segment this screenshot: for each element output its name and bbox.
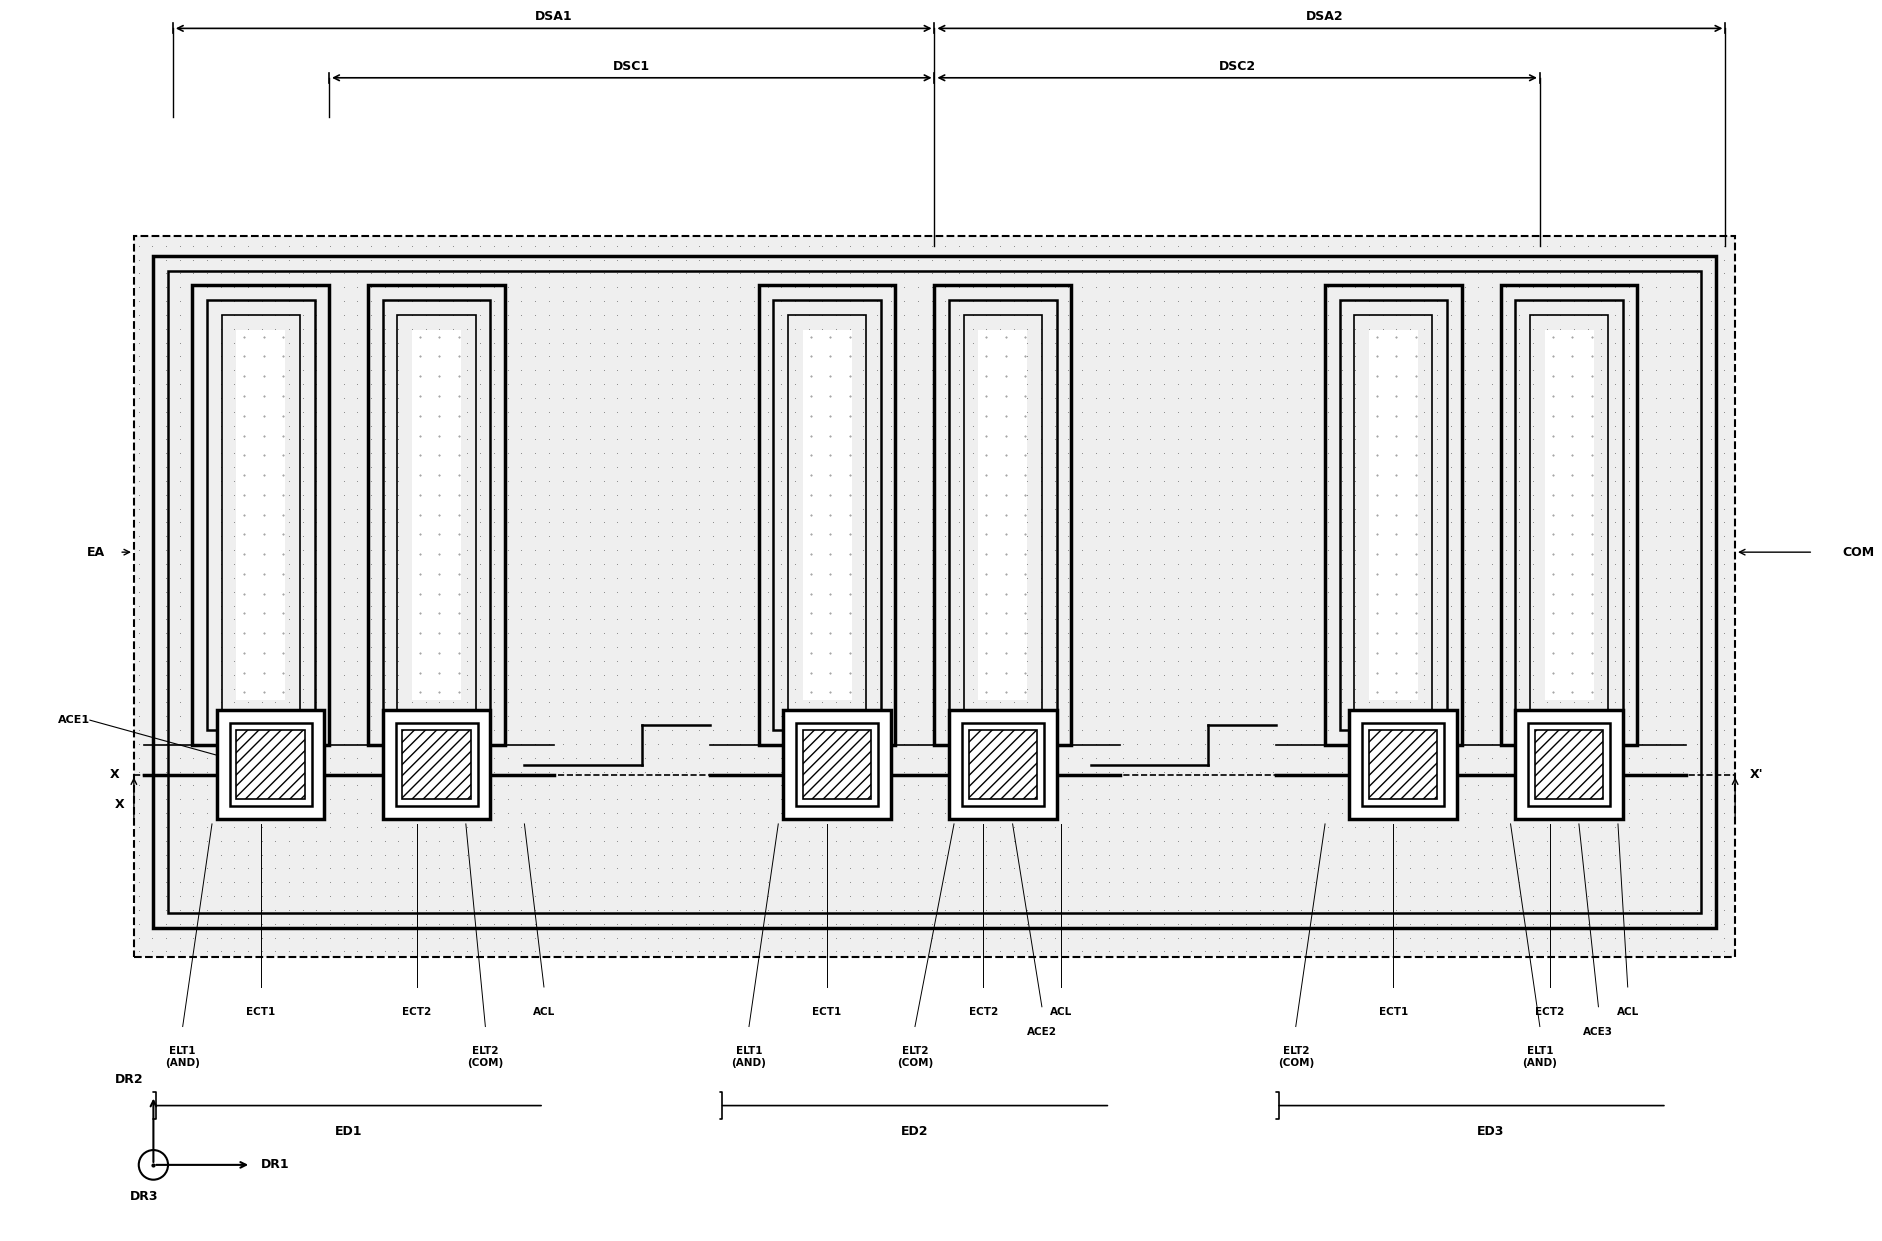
- Bar: [1340, 300, 1447, 730]
- Text: DR2: DR2: [115, 1072, 143, 1086]
- Bar: [783, 710, 890, 819]
- Bar: [134, 236, 1735, 957]
- Bar: [382, 710, 489, 819]
- Bar: [1368, 330, 1417, 700]
- Bar: [796, 724, 877, 807]
- Text: COM: COM: [1842, 546, 1874, 558]
- Text: DR1: DR1: [262, 1158, 290, 1172]
- Bar: [1363, 724, 1443, 807]
- Text: ACE2: ACE2: [1028, 1026, 1058, 1036]
- Bar: [962, 724, 1045, 807]
- Text: DSC1: DSC1: [614, 60, 651, 73]
- Bar: [216, 710, 324, 819]
- Text: ED3: ED3: [1477, 1126, 1506, 1138]
- Bar: [167, 271, 1701, 913]
- Bar: [1530, 315, 1609, 715]
- Bar: [964, 315, 1043, 715]
- Text: ECT1: ECT1: [1380, 1006, 1408, 1016]
- Bar: [369, 285, 504, 745]
- Bar: [1515, 710, 1622, 819]
- Text: ED2: ED2: [901, 1126, 928, 1138]
- Text: ACL: ACL: [533, 1006, 555, 1016]
- Text: DR3: DR3: [130, 1190, 158, 1203]
- Bar: [789, 315, 866, 715]
- Bar: [1528, 724, 1611, 807]
- Bar: [1500, 285, 1637, 745]
- Text: DSA1: DSA1: [534, 10, 572, 24]
- Text: EA: EA: [87, 546, 105, 558]
- Bar: [804, 330, 851, 700]
- Bar: [222, 315, 299, 715]
- Text: ACE3: ACE3: [1583, 1026, 1613, 1036]
- Bar: [403, 730, 470, 799]
- Bar: [207, 300, 314, 730]
- Bar: [979, 330, 1028, 700]
- Bar: [1325, 285, 1462, 745]
- Bar: [154, 256, 1716, 928]
- Text: ECT2: ECT2: [1536, 1006, 1564, 1016]
- Text: ELT1
(AND): ELT1 (AND): [166, 1046, 199, 1069]
- Text: X: X: [109, 768, 119, 781]
- Bar: [758, 285, 896, 745]
- Bar: [969, 730, 1037, 799]
- Text: DSC2: DSC2: [1220, 60, 1255, 73]
- Text: ED1: ED1: [335, 1126, 363, 1138]
- Text: ACL: ACL: [1617, 1006, 1639, 1016]
- Text: ELT2
(COM): ELT2 (COM): [467, 1046, 504, 1069]
- Bar: [1368, 730, 1438, 799]
- Bar: [935, 285, 1071, 745]
- Text: X': X': [1750, 768, 1763, 781]
- Bar: [192, 285, 329, 745]
- Text: ACL: ACL: [1050, 1006, 1073, 1016]
- Bar: [949, 300, 1056, 730]
- Bar: [382, 300, 489, 730]
- Bar: [1545, 330, 1594, 700]
- Text: ACE1: ACE1: [58, 715, 90, 725]
- Bar: [395, 724, 478, 807]
- Text: DSA2: DSA2: [1306, 10, 1344, 24]
- Text: ELT1
(AND): ELT1 (AND): [732, 1046, 766, 1069]
- Bar: [237, 330, 286, 700]
- Bar: [774, 300, 881, 730]
- Text: X: X: [115, 798, 124, 810]
- Text: ELT2
(COM): ELT2 (COM): [898, 1046, 933, 1069]
- Bar: [949, 710, 1056, 819]
- Text: ELT2
(COM): ELT2 (COM): [1278, 1046, 1314, 1069]
- Bar: [1536, 730, 1603, 799]
- Bar: [1349, 710, 1457, 819]
- Bar: [230, 724, 312, 807]
- Text: ECT2: ECT2: [403, 1006, 431, 1016]
- Bar: [1515, 300, 1622, 730]
- Bar: [412, 330, 461, 700]
- Text: ELT1
(AND): ELT1 (AND): [1523, 1046, 1556, 1069]
- Bar: [804, 730, 871, 799]
- Bar: [134, 236, 1735, 957]
- Text: ECT1: ECT1: [813, 1006, 841, 1016]
- Text: ECT2: ECT2: [969, 1006, 997, 1016]
- Bar: [397, 315, 476, 715]
- Bar: [237, 730, 305, 799]
- Bar: [1355, 315, 1432, 715]
- Text: ECT1: ECT1: [247, 1006, 275, 1016]
